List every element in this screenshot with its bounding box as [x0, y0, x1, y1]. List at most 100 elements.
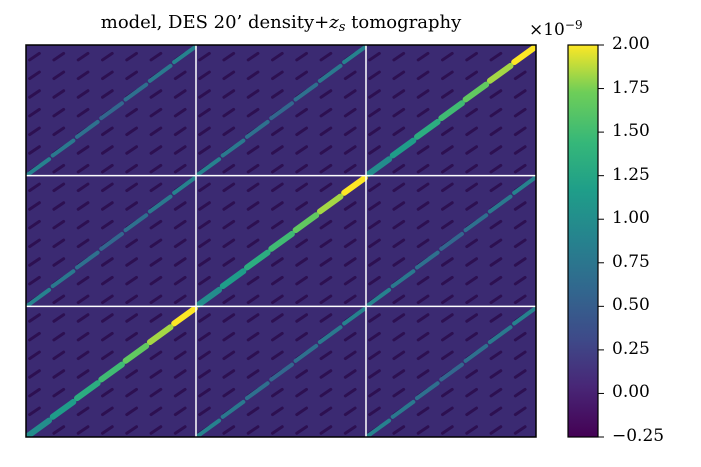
heatmap-cell-streak: [101, 163, 114, 174]
heatmap-cell-streak: [441, 313, 454, 323]
heatmap-cell-streak: [489, 350, 503, 361]
heatmap-cell-streak: [173, 294, 187, 305]
heatmap-cell-streak: [76, 313, 90, 323]
heatmap-cell-streak: [465, 369, 478, 379]
heatmap-cell-streak: [416, 238, 430, 249]
heatmap-diagonal-cell: [415, 381, 440, 401]
heatmap-cell-streak: [101, 331, 114, 342]
heatmap-cell-streak: [125, 163, 138, 174]
heatmap-cell-streak: [222, 126, 236, 137]
heatmap-cell-streak: [465, 182, 478, 193]
heatmap-cell-streak: [222, 89, 236, 99]
heatmap-cell-streak: [125, 425, 138, 435]
heatmap-cell-streak: [295, 70, 308, 81]
heatmap-diagonal-cell: [439, 231, 464, 251]
heatmap-cell-streak: [441, 145, 454, 155]
heatmap-frame: [25, 44, 537, 438]
heatmap-cell-streak: [149, 275, 163, 286]
heatmap-cell-streak: [295, 406, 308, 417]
heatmap-cell-streak: [513, 425, 527, 435]
heatmap-cell-streak: [76, 51, 90, 62]
colorbar-tick-label: 0.00: [612, 382, 650, 403]
heatmap-cell-streak: [441, 182, 454, 193]
heatmap-cell-streak: [101, 294, 114, 305]
heatmap-cell-streak: [295, 201, 308, 211]
heatmap-cell-streak: [222, 387, 236, 398]
heatmap-cell-streak: [52, 89, 66, 99]
heatmap-cell-streak: [125, 107, 138, 118]
heatmap-cell-streak: [416, 201, 430, 211]
heatmap-cell-streak: [52, 238, 66, 249]
heatmap-cell-streak: [198, 350, 211, 361]
heatmap-cell-streak: [198, 387, 211, 398]
heatmap-diagonal-cell: [171, 305, 198, 327]
heatmap-cell-streak: [392, 313, 406, 323]
heatmap-cell-streak: [392, 182, 406, 193]
heatmap-cell-streak: [52, 126, 66, 137]
heatmap-cell-streak: [489, 89, 503, 99]
heatmap-cell-streak: [489, 425, 503, 435]
heatmap-cell-streak: [489, 238, 503, 249]
heatmap-cell-streak: [465, 238, 478, 249]
heatmap-cell-streak: [489, 387, 503, 398]
heatmap-cell-streak: [76, 182, 90, 193]
heatmap-cell-streak: [343, 275, 357, 286]
heatmap-cell-streak: [513, 145, 527, 155]
heatmap-cell-streak: [222, 238, 236, 249]
heatmap-cell-streak: [101, 70, 114, 81]
heatmap-cell-streak: [28, 201, 41, 211]
heatmap-cell-streak: [295, 313, 308, 323]
chart-title: model, DES 20’ density+zs tomography: [26, 12, 536, 35]
heatmap-cell-streak: [173, 369, 187, 379]
heatmap-diagonal-cell: [414, 118, 441, 140]
heatmap-cell-streak: [513, 331, 527, 342]
heatmap-cell-streak: [368, 369, 381, 379]
heatmap-cell-streak: [198, 89, 211, 99]
heatmap-cell-streak: [513, 294, 527, 305]
heatmap-cell-streak: [295, 387, 308, 398]
heatmap-diagonal-cell: [172, 45, 197, 65]
heatmap-cell-streak: [28, 89, 41, 99]
heatmap-diagonal-cell: [99, 101, 124, 121]
colorbar-exponent: ×10−9: [529, 18, 583, 40]
heatmap-cell-streak: [416, 219, 430, 230]
heatmap-cell-streak: [76, 406, 90, 417]
heatmap-cell-streak: [319, 145, 333, 155]
heatmap-cell-streak: [222, 51, 236, 62]
heatmap-cell-streak: [295, 294, 308, 305]
heatmap-cell-streak: [76, 219, 90, 230]
heatmap-cell-streak: [149, 182, 163, 193]
heatmap-cell-streak: [392, 107, 406, 118]
colorbar-tick-label: −0.25: [612, 426, 665, 446]
heatmap-diagonal-cell: [75, 119, 100, 139]
heatmap-cell-streak: [28, 275, 41, 286]
heatmap-cell-streak: [28, 257, 41, 267]
heatmap-cell-streak: [392, 126, 406, 137]
colorbar-tick-label: 1.50: [612, 121, 650, 142]
heatmap-cell-streak: [392, 51, 406, 62]
heatmap-diagonal-cell: [269, 101, 294, 121]
heatmap-cell-streak: [392, 89, 406, 99]
heatmap-cell-streak: [246, 406, 260, 417]
heatmap-cell-streak: [222, 219, 236, 230]
heatmap-cell-streak: [198, 313, 211, 323]
heatmap-diagonal-cell: [341, 174, 368, 196]
heatmap-cell-streak: [319, 387, 333, 398]
heatmap-cell-streak: [368, 238, 381, 249]
heatmap-cell-streak: [271, 182, 284, 193]
heatmap-cell-streak: [149, 369, 163, 379]
heatmap-cell-streak: [416, 425, 430, 435]
heatmap-cell-streak: [343, 238, 357, 249]
heatmap-cell-streak: [416, 406, 430, 417]
heatmap-cell-streak: [295, 182, 308, 193]
heatmap-cell-streak: [76, 275, 90, 286]
heatmap-cell-streak: [319, 369, 333, 379]
heatmap-diagonal-cell: [99, 231, 124, 251]
heatmap-cell-streak: [368, 275, 381, 286]
heatmap-cell-streak: [343, 126, 357, 137]
heatmap-cell-streak: [246, 294, 260, 305]
heatmap-cells: [26, 45, 536, 437]
heatmap-diagonal-cell: [463, 213, 489, 233]
colorbar-exponent-base: ×10: [529, 20, 565, 40]
heatmap-cell-streak: [465, 275, 478, 286]
